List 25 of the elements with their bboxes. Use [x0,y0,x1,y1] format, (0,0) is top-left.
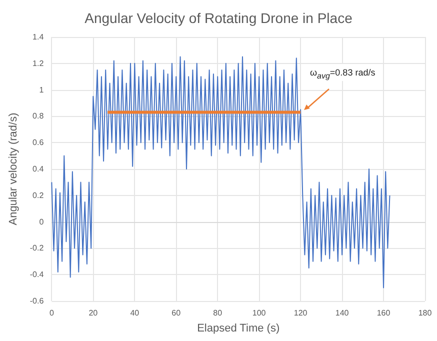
y-tick-label: 0.4 [32,164,44,174]
y-tick-label: -0.2 [30,244,44,253]
x-tick-label: 0 [49,308,54,318]
x-tick-label: 100 [252,308,266,318]
y-tick-label: -0.4 [30,270,44,280]
x-tick-label: 40 [130,308,140,318]
x-axis-title: Elapsed Time (s) [197,322,280,334]
y-tick-label: -0.6 [30,296,44,306]
y-tick-label: 0.2 [32,190,44,200]
y-tick-label: 1.2 [32,58,44,68]
x-tick-label: 20 [88,308,98,318]
x-tick-label: 180 [418,308,432,318]
x-tick-label: 120 [294,308,308,318]
y-tick-label: 0.8 [32,112,44,121]
chart-title: Angular Velocity of Rotating Drone in Place [84,10,353,26]
line-series [51,56,390,288]
y-tick-label: 0 [39,217,44,226]
y-tick-label: 1 [39,85,44,94]
x-tick-label: 60 [172,308,182,318]
x-tick-label: 140 [335,308,350,318]
y-tick-label: 1.4 [32,32,44,42]
x-tick-label: 160 [376,308,391,318]
y-axis-title: Angular velocity (rad/s) [8,112,20,226]
y-tick-label: 0.6 [32,138,44,148]
x-tick-label: 80 [213,308,223,318]
